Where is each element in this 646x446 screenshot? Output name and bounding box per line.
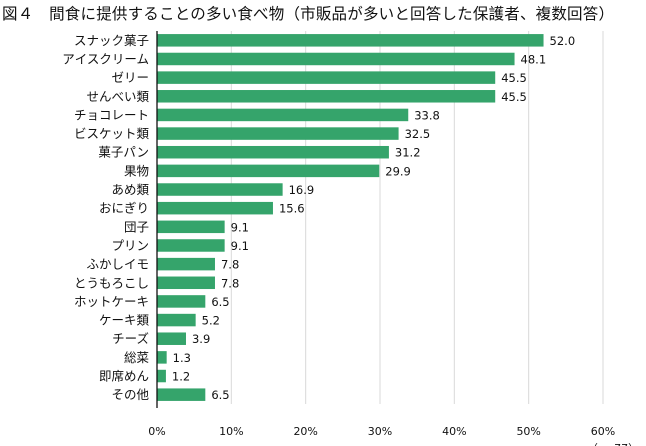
bar <box>157 201 273 215</box>
bar <box>157 127 399 140</box>
value-label: 29.9 <box>385 164 411 178</box>
category-label: あめ類 <box>111 182 149 197</box>
category-label: スナック菓子 <box>74 33 149 48</box>
bar <box>157 257 215 271</box>
x-tick-label: 30% <box>368 425 392 438</box>
bar <box>157 332 186 345</box>
bar <box>157 276 215 290</box>
x-tick-label: 10% <box>219 425 243 438</box>
value-label: 15.6 <box>279 202 305 216</box>
category-label: 総菜 <box>124 350 150 365</box>
bar <box>157 388 206 401</box>
value-label: 31.2 <box>395 146 421 160</box>
value-label: 48.1 <box>521 52 547 66</box>
bar <box>157 369 166 383</box>
bar <box>157 108 409 122</box>
category-label: ビスケット類 <box>74 126 150 141</box>
value-label: 16.9 <box>289 183 315 197</box>
value-label: 1.2 <box>172 370 190 384</box>
category-label: チーズ <box>112 331 149 346</box>
category-label: 団子 <box>124 219 149 234</box>
value-label: 45.5 <box>501 71 527 85</box>
chart-title: 図４ 間食に提供することの多い食べ物（市販品が多いと回答した保護者、複数回答） <box>2 5 615 23</box>
x-tick-label: 50% <box>516 425 540 438</box>
category-label: 即席めん <box>99 369 149 384</box>
bar <box>157 164 380 178</box>
bar <box>157 295 206 308</box>
category-label: ホットケーキ <box>74 294 149 309</box>
category-label: せんべい類 <box>86 89 149 104</box>
value-label: 3.9 <box>192 332 210 346</box>
value-label: 7.8 <box>221 258 239 272</box>
category-label: 菓子パン <box>98 145 149 160</box>
value-label: 7.8 <box>221 276 239 290</box>
bar <box>157 52 515 66</box>
value-label: 33.8 <box>414 108 440 122</box>
category-label: アイスクリーム <box>62 51 149 66</box>
category-label: プリン <box>111 238 149 253</box>
value-label: 1.3 <box>173 351 191 365</box>
bar <box>157 313 196 327</box>
value-label: 32.5 <box>405 127 431 141</box>
category-label: とうもろこし <box>74 275 149 290</box>
x-tick-label: 60% <box>591 425 615 438</box>
bar <box>157 90 496 103</box>
x-tick-label: 40% <box>442 425 466 438</box>
value-label: 9.1 <box>231 239 249 253</box>
value-label: 9.1 <box>231 220 249 234</box>
bar <box>157 351 167 364</box>
x-tick-label: 20% <box>293 425 317 438</box>
category-label: ケーキ類 <box>99 313 150 328</box>
category-label: 果物 <box>124 163 149 178</box>
bar <box>157 71 496 84</box>
value-label: 45.5 <box>501 90 527 104</box>
value-label: 6.5 <box>211 388 229 402</box>
category-label: ふかしイモ <box>86 257 149 272</box>
value-label: 52.0 <box>550 34 576 48</box>
category-label: その他 <box>111 387 149 402</box>
value-label: 6.5 <box>211 295 229 309</box>
category-label: おにぎり <box>99 201 149 216</box>
category-label: チョコレート <box>74 107 149 122</box>
bar <box>157 34 544 47</box>
value-label: 5.2 <box>202 314 220 328</box>
sample-size-note: （n=77） <box>587 442 639 446</box>
x-tick-label: 0% <box>148 425 165 438</box>
bar <box>157 145 389 159</box>
category-label: ゼリー <box>111 70 149 85</box>
bar <box>157 183 283 196</box>
bar <box>157 239 225 252</box>
bar <box>157 220 225 234</box>
